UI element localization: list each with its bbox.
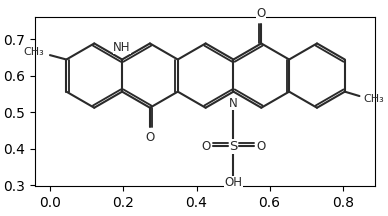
Text: CH₃: CH₃ bbox=[363, 94, 384, 104]
Text: S: S bbox=[229, 140, 237, 153]
Text: N: N bbox=[229, 97, 238, 110]
Text: CH₃: CH₃ bbox=[24, 47, 45, 57]
Text: O: O bbox=[256, 140, 265, 153]
Text: O: O bbox=[201, 140, 211, 153]
Text: O: O bbox=[146, 132, 154, 145]
Text: OH: OH bbox=[225, 176, 242, 189]
Text: O: O bbox=[257, 7, 266, 20]
Text: NH: NH bbox=[113, 41, 131, 54]
